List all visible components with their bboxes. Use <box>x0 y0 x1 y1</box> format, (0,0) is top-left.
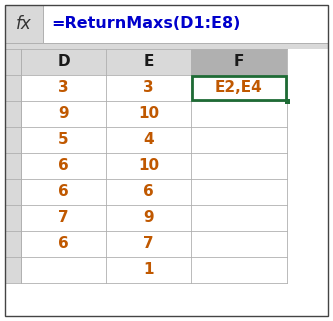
Bar <box>284 99 289 103</box>
Bar <box>191 101 287 127</box>
Bar <box>106 127 191 153</box>
Bar <box>5 101 21 127</box>
Bar <box>21 179 106 205</box>
Bar <box>5 179 21 205</box>
Bar <box>191 205 287 231</box>
Bar <box>5 257 21 283</box>
Text: 4: 4 <box>143 133 154 148</box>
Bar <box>43 5 328 43</box>
Bar <box>21 257 106 283</box>
Bar <box>5 5 328 43</box>
Text: =ReturnMaxs(D1:E8): =ReturnMaxs(D1:E8) <box>51 16 240 31</box>
Bar <box>191 179 287 205</box>
Bar <box>106 49 191 75</box>
Bar <box>21 127 106 153</box>
Bar <box>191 127 287 153</box>
Text: 5: 5 <box>58 133 69 148</box>
Text: 7: 7 <box>58 211 69 225</box>
Bar <box>106 231 191 257</box>
Text: 3: 3 <box>143 81 154 96</box>
Text: 6: 6 <box>58 185 69 199</box>
Bar <box>106 153 191 179</box>
Text: 10: 10 <box>138 159 159 173</box>
Bar <box>5 43 328 49</box>
Bar <box>5 231 21 257</box>
Text: 6: 6 <box>143 185 154 199</box>
Bar <box>5 49 21 75</box>
Bar <box>5 205 21 231</box>
Bar <box>191 257 287 283</box>
Bar <box>191 231 287 257</box>
Bar <box>191 75 287 101</box>
Text: 1: 1 <box>143 263 154 277</box>
Text: 10: 10 <box>138 107 159 122</box>
Bar <box>21 101 106 127</box>
Bar <box>191 49 287 75</box>
Bar <box>5 5 43 43</box>
Text: 6: 6 <box>58 237 69 251</box>
Bar <box>106 257 191 283</box>
Bar <box>5 75 21 101</box>
Text: F: F <box>234 55 244 70</box>
Bar <box>106 205 191 231</box>
Text: E: E <box>143 55 154 70</box>
Bar <box>106 75 191 101</box>
Bar <box>191 153 287 179</box>
Bar <box>21 75 106 101</box>
Bar <box>106 101 191 127</box>
Bar <box>106 179 191 205</box>
Text: 9: 9 <box>143 211 154 225</box>
Bar <box>21 153 106 179</box>
Bar <box>5 153 21 179</box>
Bar <box>5 127 21 153</box>
Text: 3: 3 <box>58 81 69 96</box>
Text: D: D <box>57 55 70 70</box>
Bar <box>21 231 106 257</box>
Bar <box>21 205 106 231</box>
Text: 9: 9 <box>58 107 69 122</box>
Text: E2,E4: E2,E4 <box>215 81 263 96</box>
Text: fx: fx <box>16 15 32 33</box>
Bar <box>21 49 106 75</box>
Text: 7: 7 <box>143 237 154 251</box>
Text: 6: 6 <box>58 159 69 173</box>
Bar <box>192 76 286 100</box>
